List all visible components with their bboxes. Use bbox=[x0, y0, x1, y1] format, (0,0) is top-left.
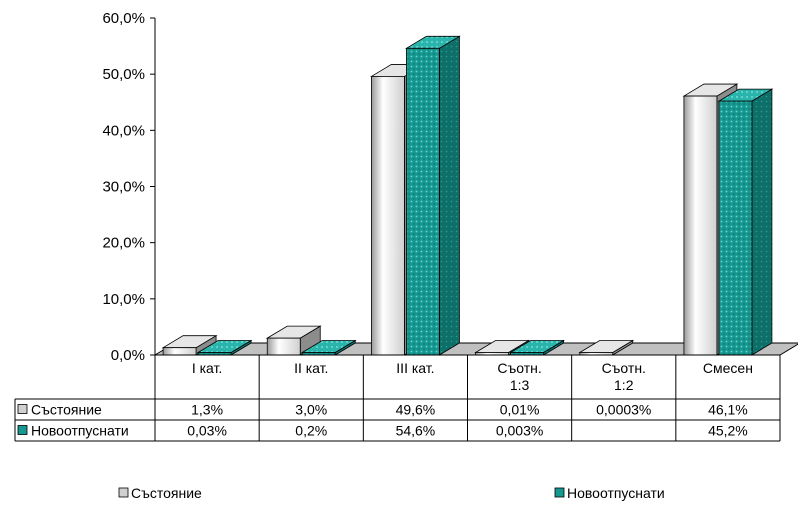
legend-swatch bbox=[118, 487, 129, 498]
series-name-label: Състояние bbox=[31, 402, 102, 418]
series-key-swatch bbox=[17, 425, 28, 435]
y-tick-label: 30,0% bbox=[102, 179, 145, 196]
bar-novootpusnati bbox=[509, 339, 566, 356]
category-label: 1:3 bbox=[510, 377, 530, 393]
table-cell-value: 0,2% bbox=[295, 423, 327, 439]
table-cell-value: 0,0003% bbox=[596, 402, 651, 418]
bar-novootpusnati bbox=[404, 35, 461, 356]
legend-item: Новоотпуснати bbox=[554, 485, 665, 501]
legend-item: Състояние bbox=[118, 485, 202, 501]
bar-sastoyanie bbox=[161, 334, 218, 356]
table-cell-value: 54,6% bbox=[396, 423, 436, 439]
category-label: Съотн. bbox=[602, 360, 646, 376]
y-tick-label: 60,0% bbox=[102, 10, 145, 27]
table-cell-value: 3,0% bbox=[295, 402, 327, 418]
legend-label: Състояние bbox=[131, 485, 202, 501]
series-name-label: Новоотпуснати bbox=[31, 423, 129, 439]
legend-swatch bbox=[554, 487, 565, 498]
bar-sastoyanie bbox=[578, 339, 635, 356]
table-cell-value: 1,3% bbox=[191, 402, 223, 418]
category-label: 1:2 bbox=[614, 377, 634, 393]
category-label: Смесен bbox=[703, 360, 753, 376]
category-label: II кат. bbox=[294, 360, 328, 376]
y-tick-label: 50,0% bbox=[102, 66, 145, 83]
table-cell-value: 0,003% bbox=[496, 423, 543, 439]
table-cell-value: 0,01% bbox=[500, 402, 540, 418]
table-cell-value: 45,2% bbox=[708, 423, 748, 439]
legend-label: Новоотпуснати bbox=[567, 485, 665, 501]
y-tick-label: 0,0% bbox=[111, 347, 145, 364]
y-tick-label: 20,0% bbox=[102, 235, 145, 252]
category-label: III кат. bbox=[396, 360, 434, 376]
table-cell-value: 0,03% bbox=[187, 423, 227, 439]
category-label: I кат. bbox=[192, 360, 222, 376]
y-tick-label: 40,0% bbox=[102, 122, 145, 139]
table-cell-value: 46,1% bbox=[708, 402, 748, 418]
series-key-swatch bbox=[17, 404, 28, 414]
category-label: Съотн. bbox=[497, 360, 541, 376]
bar-novootpusnati bbox=[300, 339, 357, 356]
bar-novootpusnati bbox=[717, 88, 774, 356]
table-cell-value: 49,6% bbox=[396, 402, 436, 418]
y-tick-label: 10,0% bbox=[102, 291, 145, 308]
